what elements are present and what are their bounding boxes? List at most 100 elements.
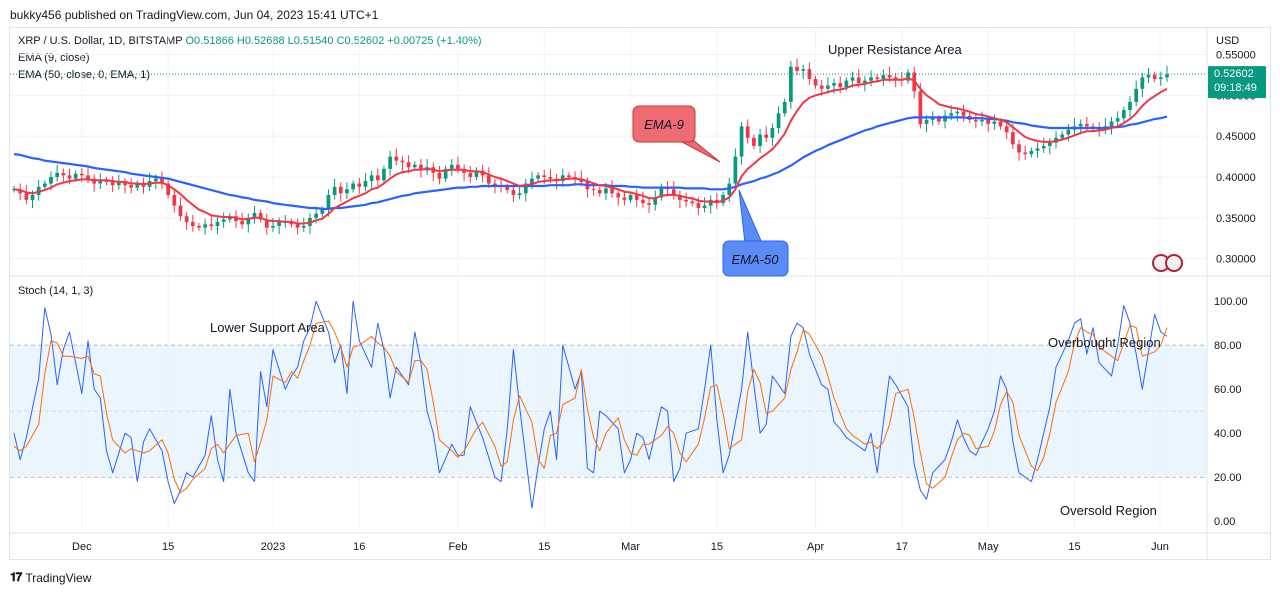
candle-body (1011, 132, 1015, 145)
ema50-callout-pointer (738, 189, 763, 244)
candle-body (30, 194, 35, 200)
candle-body (684, 199, 688, 202)
candle-body (505, 186, 510, 191)
candle-body (567, 175, 571, 177)
candle-body (271, 226, 275, 228)
flag-icon (1165, 254, 1183, 272)
candle-body (937, 118, 941, 122)
footer-brand: TradingView (25, 570, 92, 585)
ema9-callout-box (632, 105, 696, 143)
candle-body (610, 188, 614, 194)
candle-body (252, 212, 257, 218)
candle-body (690, 201, 695, 204)
candle-body (289, 221, 294, 225)
candle-body (789, 66, 793, 102)
candle-body (850, 77, 855, 81)
candle-body (770, 128, 775, 138)
footer[interactable]: 𝟏𝟕 TradingView (10, 570, 91, 585)
candle-body (295, 224, 300, 228)
candle-body (628, 194, 633, 200)
stoch-tick-label: 60.00 (1214, 384, 1242, 396)
price-tick-label: 0.35000 (1216, 213, 1256, 225)
candle-body (1023, 152, 1028, 155)
candle-body (530, 178, 534, 184)
candle-body (61, 172, 66, 176)
candle-body (400, 160, 405, 163)
oversold-label: Oversold Region (1060, 503, 1157, 518)
candle-body (560, 175, 565, 182)
time-tick-label: 15 (1068, 541, 1080, 553)
candle-body (955, 111, 960, 114)
candle-body (1146, 74, 1151, 78)
candle-body (172, 194, 177, 206)
candle-body (795, 66, 799, 71)
candle-body (702, 205, 707, 209)
candle-body (721, 194, 725, 204)
candle-body (807, 69, 812, 79)
symbol-legend[interactable]: XRP / U.S. Dollar, 1D, BITSTAMP O0.51866… (18, 35, 482, 47)
candle-body (203, 224, 207, 228)
candle-body (277, 221, 281, 226)
candle-body (752, 137, 756, 146)
time-tick-label: 15 (538, 541, 550, 553)
stoch-d-line (13, 320, 1168, 494)
candle-body (1060, 134, 1065, 138)
time-tick-label: Apr (807, 541, 824, 553)
candle-body (443, 168, 448, 179)
candle-body (326, 194, 331, 210)
ema9-line (13, 77, 1168, 225)
candle-body (474, 170, 479, 177)
candle-body (893, 77, 898, 79)
stoch-tick-label: 0.00 (1214, 516, 1235, 528)
candle-body (671, 189, 676, 195)
candle-body (153, 178, 158, 182)
candle-body (468, 172, 473, 177)
candle-body (591, 189, 596, 191)
stoch-tick-label: 100.00 (1214, 296, 1248, 308)
overbought-label: Overbought Region (1048, 335, 1161, 350)
candle-body (456, 164, 460, 169)
symbol-name[interactable]: XRP / U.S. Dollar, 1D, BITSTAMP (18, 35, 183, 47)
time-tick-label: Dec (72, 541, 92, 553)
candle-body (301, 226, 306, 228)
candle-body (221, 219, 226, 222)
time-tick-label: May (978, 541, 999, 553)
candle-body (1048, 142, 1052, 146)
candle-body (758, 134, 762, 146)
candle-body (622, 197, 627, 200)
candle-body (1004, 126, 1009, 133)
candle-body (486, 175, 491, 184)
candle-body (980, 119, 984, 122)
stoch-tick-label: 20.00 (1214, 472, 1242, 484)
candle-body (647, 203, 651, 205)
candle-body (986, 119, 991, 124)
candle-body (597, 190, 602, 194)
stoch-legend[interactable]: Stoch (14, 1, 3) (18, 285, 94, 297)
ema50-legend[interactable]: EMA (50, close, 0, EMA, 1) (18, 69, 151, 81)
candle-body (782, 101, 787, 114)
candle-body (881, 74, 886, 79)
candle-body (1066, 129, 1071, 135)
candle-body (813, 79, 818, 86)
ema50-line (13, 115, 1168, 210)
chart-frame (9, 27, 1271, 560)
candle-body (67, 175, 72, 179)
candle-body (351, 183, 355, 190)
ohlc-values: O0.51866 H0.52688 L0.51540 C0.52602 +0.0… (185, 35, 482, 47)
candle-body (764, 134, 769, 138)
candle-body (536, 175, 540, 179)
candle-body (79, 173, 84, 176)
candle-body (523, 183, 528, 194)
candle-body (449, 164, 454, 169)
price-tick-label: 0.40000 (1216, 172, 1256, 184)
time-tick-label: Jun (1151, 541, 1169, 553)
lower-support-label: Lower Support Area (210, 320, 326, 335)
candle-body (166, 183, 170, 195)
candle-body (394, 156, 399, 161)
time-tick-label: Mar (621, 541, 640, 553)
candle-body (924, 119, 929, 124)
candle-body (1035, 148, 1040, 151)
candle-body (1165, 74, 1169, 78)
candle-body (160, 178, 164, 184)
